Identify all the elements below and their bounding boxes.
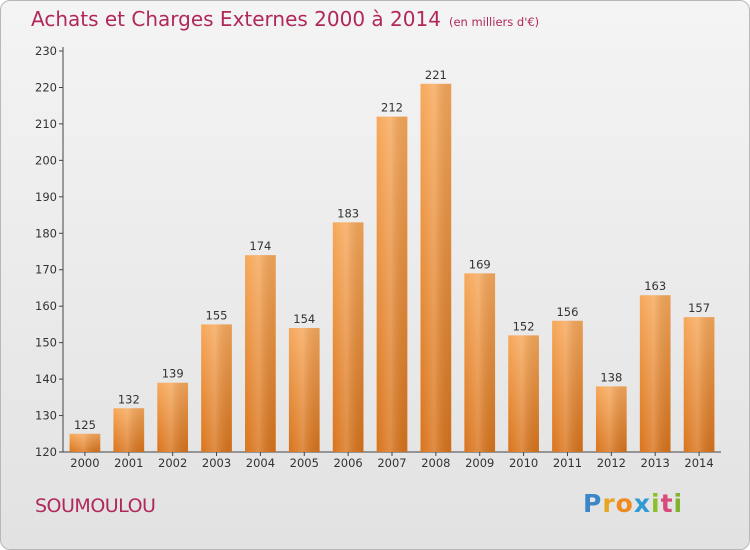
bar-sheen — [464, 273, 496, 452]
y-tick-label: 120 — [35, 445, 57, 459]
x-tick-label: 2010 — [509, 456, 538, 470]
logo-letter: r — [602, 489, 616, 518]
x-tick-label: 2006 — [333, 456, 362, 470]
logo-letter: i — [673, 489, 684, 518]
data-label: 138 — [600, 370, 622, 384]
y-tick-label: 180 — [35, 226, 57, 240]
x-tick-label: 2004 — [246, 456, 275, 470]
x-tick-label: 2005 — [290, 456, 319, 470]
data-label: 212 — [381, 101, 403, 115]
bar-sheen — [201, 324, 232, 452]
y-tick-label: 150 — [35, 336, 57, 350]
chart-title-text: Achats et Charges Externes 2000 à 2014 — [31, 7, 441, 31]
y-tick-label: 190 — [35, 190, 57, 204]
bar-sheen — [639, 295, 671, 452]
data-label: 221 — [425, 68, 447, 82]
y-tick-label: 230 — [35, 44, 57, 58]
x-tick-label: 2008 — [421, 456, 450, 470]
data-label: 152 — [513, 319, 535, 333]
logo-letter: P — [583, 489, 603, 518]
bar-sheen — [332, 222, 364, 452]
bar-sheen — [552, 320, 583, 452]
x-tick-label: 2014 — [684, 456, 713, 470]
y-tick-label: 170 — [35, 263, 57, 277]
data-label: 174 — [249, 239, 271, 253]
data-label: 183 — [337, 206, 359, 220]
x-tick-label: 2003 — [202, 456, 231, 470]
x-tick-label: 2002 — [158, 456, 187, 470]
bar-sheen — [376, 116, 408, 453]
data-label: 163 — [644, 279, 666, 293]
bar-sheen — [420, 83, 452, 453]
x-tick-label: 2013 — [641, 456, 670, 470]
bar-sheen — [683, 317, 715, 452]
logo-letter: i — [651, 489, 661, 518]
x-tick-label: 2012 — [597, 456, 626, 470]
y-tick-label: 140 — [35, 372, 57, 386]
y-tick-label: 210 — [35, 117, 57, 131]
x-tick-label: 2011 — [553, 456, 582, 470]
y-tick-label: 220 — [35, 80, 57, 94]
bar-sheen — [157, 382, 189, 452]
bar-sheen — [288, 328, 320, 452]
bar-sheen — [245, 255, 276, 452]
logo-letter: x — [633, 489, 651, 518]
data-label: 155 — [206, 308, 228, 322]
x-tick-label: 2000 — [70, 456, 99, 470]
logo-letter: o — [615, 489, 634, 518]
data-label: 139 — [162, 367, 184, 381]
y-tick-label: 200 — [35, 153, 57, 167]
data-label: 156 — [556, 305, 578, 319]
bar-sheen — [508, 335, 539, 452]
data-label: 157 — [688, 301, 710, 315]
x-tick-label: 2009 — [465, 456, 494, 470]
bar-sheen — [69, 433, 101, 452]
data-label: 169 — [469, 257, 491, 271]
x-tick-label: 2001 — [114, 456, 143, 470]
data-label: 154 — [293, 312, 315, 326]
bar-sheen — [595, 386, 627, 452]
chart-title: Achats et Charges Externes 2000 à 2014 (e… — [31, 7, 539, 31]
x-tick-label: 2007 — [377, 456, 406, 470]
y-tick-label: 130 — [35, 409, 57, 423]
logo-letter: t — [660, 489, 674, 518]
y-tick-label: 160 — [35, 299, 57, 313]
data-label: 132 — [118, 392, 140, 406]
chart-unit: (en milliers d'€) — [448, 15, 540, 29]
city-name: SOUMOULOU — [35, 495, 156, 517]
proxiti-logo: Proxiti — [583, 489, 683, 518]
data-label: 125 — [74, 418, 96, 432]
bar-sheen — [113, 408, 145, 452]
